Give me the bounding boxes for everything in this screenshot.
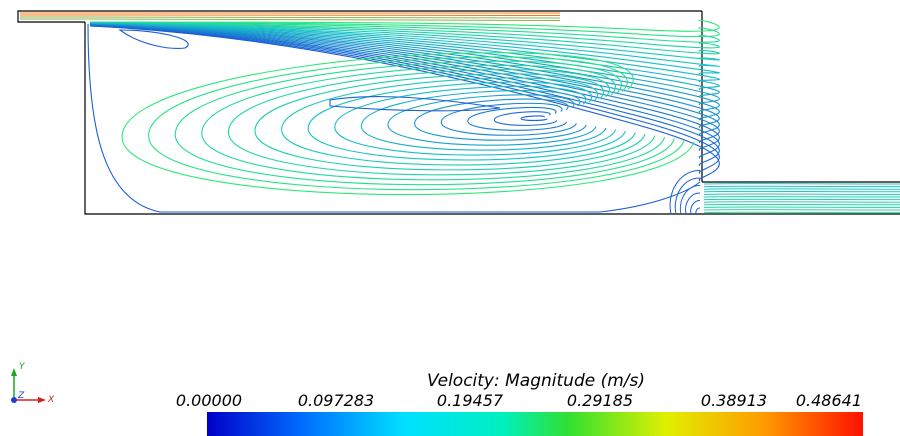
shear-contour-line [89, 23, 720, 91]
vortex-contour-line [440, 102, 577, 136]
step-corner-contour [679, 184, 701, 215]
colorbar: Velocity: Magnitude (m/s) 0.00000 0.09728… [176, 371, 863, 436]
vortex-contour-line [148, 56, 685, 191]
jet-contour-line [20, 18, 561, 21]
colorbar-tick-label: 0.00000 [176, 391, 242, 410]
colorbar-tick-label: 0.19457 [437, 391, 504, 410]
domain-geometry [17, 10, 900, 215]
inlet-channel-outline [17, 10, 702, 23]
shear-contour-line [89, 21, 720, 43]
vortex-contour-line [254, 73, 646, 171]
jet-contour-line [20, 12, 561, 14]
vortex-contour-line [387, 94, 597, 146]
vortex-contour-line [520, 115, 548, 121]
corner-eddy-contour [118, 29, 189, 49]
vortex-contour-line [281, 77, 636, 166]
shear-contour-line [89, 19, 720, 32]
shear-contour-line [89, 23, 720, 121]
step-corner-contour [669, 169, 701, 215]
cavity-outline [84, 22, 900, 215]
y-axis-arrowhead [11, 368, 17, 376]
vortex-contour-line [307, 81, 626, 161]
x-axis-label: X [47, 395, 55, 405]
shear-contour-line [89, 24, 720, 129]
shear-contour-line [89, 22, 720, 49]
jet-contour-line [20, 16, 561, 19]
vortex-contour-line [414, 98, 587, 141]
jet-contour-line [20, 14, 561, 17]
vortex-contour-line [493, 111, 558, 126]
shear-contour-line [89, 22, 720, 83]
shear-contour-line [89, 24, 720, 144]
vortex-contour-line [174, 60, 675, 186]
z-axis-dot [11, 397, 17, 403]
shear-contour-line [89, 25, 720, 174]
y-axis-label: Y [19, 362, 26, 372]
z-axis-label: Z [17, 391, 25, 401]
step-corner-contour [685, 192, 701, 215]
left-recirculation-contour [87, 23, 701, 213]
vortex-contour-line [227, 69, 656, 176]
shear-contour-line [89, 22, 720, 75]
step-corner-contour [674, 177, 701, 215]
shear-contour-line [89, 21, 720, 38]
shear-contour-line [89, 25, 720, 182]
colorbar-tick-label: 0.29185 [567, 391, 633, 410]
colorbar-title: Velocity: Magnitude (m/s) [427, 371, 645, 391]
shear-contour-line [89, 22, 720, 61]
colorbar-tick-label: 0.38913 [701, 391, 767, 410]
shear-contour-line [89, 24, 720, 152]
shear-contour-line [89, 22, 720, 68]
vortex-contour-line [360, 90, 607, 151]
step-corner-contour [690, 199, 701, 215]
vortex-contour-line [467, 107, 568, 131]
orientation-axes: Y Z X [11, 362, 55, 405]
colorbar-tick-label: 0.097283 [298, 391, 374, 410]
shear-contour-line [89, 24, 720, 136]
step-corner-contour [695, 207, 701, 215]
colorbar-ticks: 0.00000 0.097283 0.19457 0.29185 0.38913 0.48… [176, 391, 862, 410]
vortex-contour-line [201, 64, 666, 181]
vortex-contour-line [334, 85, 617, 156]
x-axis-arrowhead [38, 397, 46, 403]
colorbar-gradient [207, 412, 863, 436]
vortex-contour-line [121, 52, 695, 196]
colorbar-tick-label: 0.48641 [796, 391, 862, 410]
inner-eddy-contour [329, 96, 501, 112]
velocity-contour-lines [20, 12, 900, 215]
shear-contour-line [89, 22, 720, 55]
